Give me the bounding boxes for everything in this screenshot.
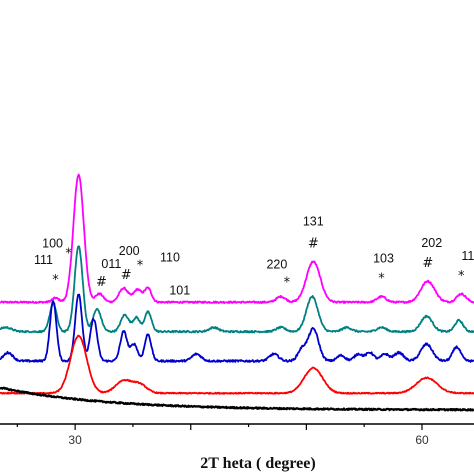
peak-label-200: 200 [119, 244, 140, 258]
peak-label-111: 111 [34, 253, 53, 267]
peak-marker-131: # [308, 237, 319, 252]
peak-marker-112: * [458, 269, 465, 284]
peak-marker-011: # [96, 275, 107, 290]
series-layer [0, 173, 474, 412]
peak-marker-100: * [65, 246, 72, 261]
peak-label-202: 202 [421, 236, 442, 250]
annotation-layer: 100*111*011#200#110*101220*131#103*202#1… [34, 215, 474, 298]
peak-label-100: 100 [42, 236, 63, 250]
peak-marker-200: # [121, 268, 132, 283]
peak-label-110: 110 [160, 251, 180, 265]
xrd-pattern-1 [0, 173, 474, 304]
peak-marker-110: * [137, 259, 144, 274]
x-axis-title: 2T heta ( degree) [200, 455, 315, 472]
peak-label-011: 011 [101, 257, 121, 271]
tick-layer: 30 60 [16, 424, 429, 447]
peak-marker-202: # [422, 256, 433, 271]
xrd-pattern-3 [0, 293, 474, 363]
peak-label-112: 112 [461, 249, 474, 263]
peak-label-220: 220 [266, 258, 287, 272]
x-tick-label: 60 [415, 433, 429, 447]
peak-marker-111: * [52, 273, 59, 288]
peak-marker-220: * [284, 276, 291, 291]
xrd-pattern-4 [0, 334, 474, 395]
peak-label-131: 131 [303, 215, 324, 229]
xrd-pattern-5 [0, 386, 474, 412]
peak-label-103: 103 [373, 252, 394, 266]
peak-marker-103: * [378, 272, 385, 287]
peak-label-101: 101 [169, 284, 190, 298]
xrd-pattern-2 [0, 245, 474, 334]
x-tick-label: 30 [68, 433, 82, 447]
